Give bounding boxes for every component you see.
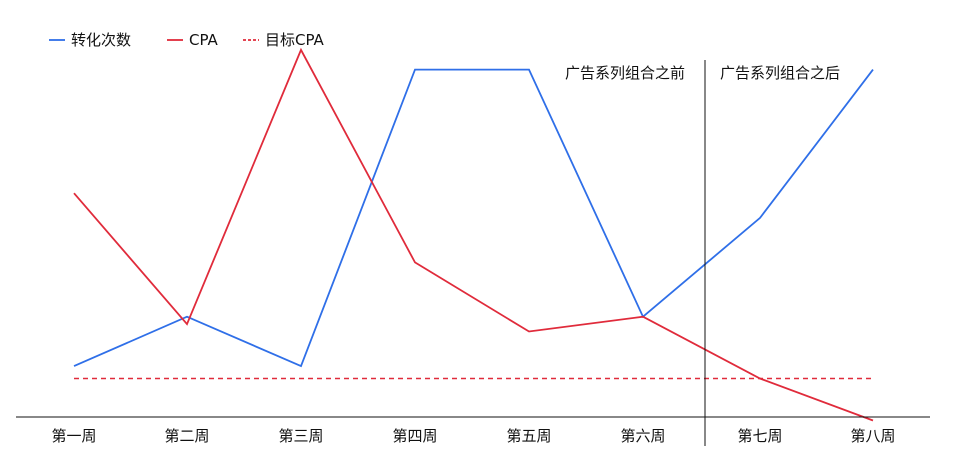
x-tick-label: 第五周	[506, 427, 551, 445]
x-tick-label: 第二周	[164, 427, 209, 445]
x-tick-label: 第三周	[278, 427, 323, 445]
annotations: 广告系列组合之前 广告系列组合之后	[565, 60, 840, 446]
annotation-after: 广告系列组合之后	[720, 64, 840, 82]
x-tick-label: 第七周	[737, 427, 782, 445]
series-line-2	[73, 47, 874, 422]
annotation-before: 广告系列组合之前	[565, 64, 685, 82]
legend-item: 转化次数	[49, 31, 131, 49]
x-axis: 第一周 第二周 第三周 第四周 第五周 第六周 第七周 第八周	[16, 416, 930, 445]
plot-area	[73, 47, 874, 422]
legend-item: CPA	[167, 31, 219, 49]
legend-label: 目标CPA	[265, 31, 325, 49]
x-tick-label: 第八周	[850, 427, 895, 445]
legend-item: 目标CPA	[243, 31, 325, 49]
legend: 转化次数 CPA 目标CPA	[49, 31, 325, 49]
series-line-1	[73, 68, 874, 368]
legend-label: 转化次数	[71, 31, 131, 49]
x-tick-label: 第六周	[620, 427, 665, 445]
x-tick-label: 第一周	[51, 427, 96, 445]
x-tick-label: 第四周	[392, 427, 437, 445]
legend-label: CPA	[189, 31, 219, 49]
